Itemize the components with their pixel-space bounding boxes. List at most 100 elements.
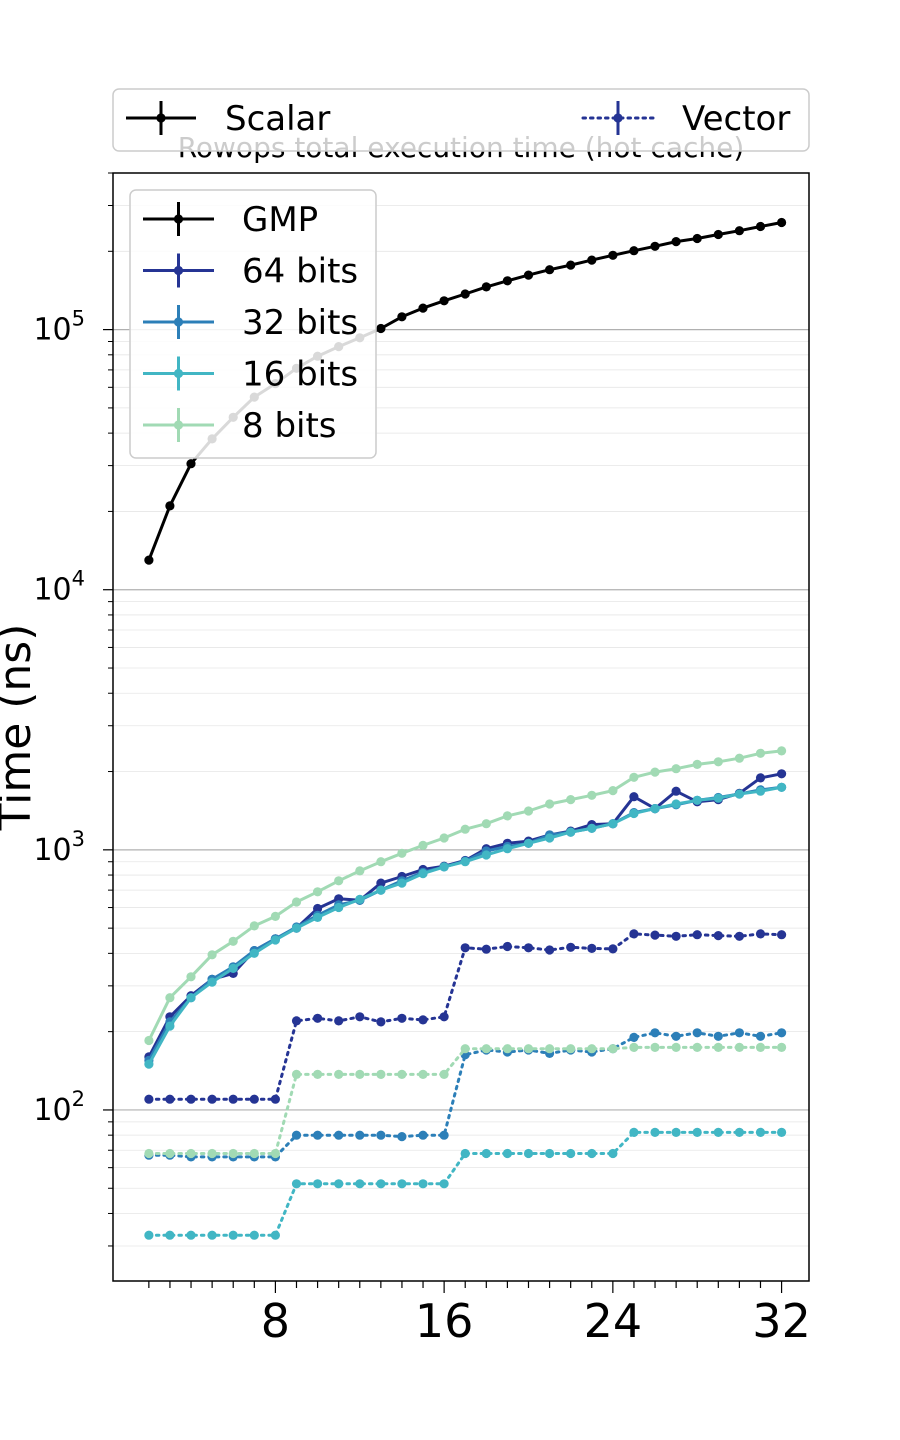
data-point [650, 767, 660, 777]
data-point [650, 804, 660, 814]
data-point [608, 819, 618, 829]
data-point [545, 799, 555, 809]
data-point [313, 1179, 323, 1189]
data-point [418, 1015, 428, 1025]
legend-label: 16 bits [242, 355, 358, 395]
data-point [270, 911, 280, 922]
data-point [481, 282, 491, 292]
data-point [270, 1094, 280, 1104]
data-point [186, 1148, 196, 1159]
style-legend-entry-scalar: Scalar [126, 99, 330, 139]
data-point [671, 764, 681, 774]
series-scalar-64-bits [144, 769, 787, 1062]
data-point [355, 894, 365, 905]
data-point [523, 270, 534, 280]
data-point [439, 1179, 449, 1189]
data-point [502, 276, 512, 286]
data-point [629, 792, 639, 802]
data-point [460, 289, 470, 299]
y-tick-exponent: 4 [72, 567, 85, 591]
data-point [144, 1035, 154, 1046]
data-point [291, 923, 302, 933]
y-axis-label: Time (ns) [0, 624, 41, 832]
data-point [207, 1230, 217, 1240]
series-vector-16-bits [144, 1127, 787, 1240]
data-point [418, 869, 428, 879]
data-point [186, 1094, 196, 1104]
series-scalar-16-bits [144, 782, 787, 1069]
data-point [629, 246, 639, 256]
series-legend-entry: 32 bits [143, 303, 358, 343]
data-point [502, 941, 512, 952]
data-point [228, 1148, 238, 1159]
data-point [755, 1042, 766, 1052]
data-point [481, 1148, 491, 1159]
data-point [777, 782, 787, 792]
data-point [587, 1044, 597, 1054]
data-point [165, 1148, 175, 1159]
y-tick-exponent: 5 [72, 307, 85, 331]
data-point [334, 1179, 344, 1189]
legend-marker [173, 214, 184, 224]
data-point [186, 1230, 196, 1240]
legend-marker [173, 317, 184, 327]
legend-label: Scalar [225, 99, 330, 139]
data-point [755, 773, 766, 783]
data-point [397, 1013, 407, 1023]
data-point [460, 824, 470, 834]
data-point [650, 1042, 660, 1052]
series-vector-64-bits [144, 929, 787, 1104]
data-point [777, 746, 787, 756]
data-point [734, 753, 745, 763]
series-legend-entry: 16 bits [143, 355, 358, 395]
data-point [228, 1094, 238, 1104]
x-tick-label: 24 [584, 1294, 643, 1348]
data-point [755, 221, 766, 232]
data-point [481, 944, 491, 954]
legend-label: 32 bits [242, 303, 358, 343]
data-point [692, 1028, 702, 1038]
data-point [186, 993, 196, 1003]
data-point [608, 786, 618, 796]
legend-marker [613, 113, 623, 123]
data-point [713, 229, 723, 240]
data-point [249, 1094, 259, 1104]
data-point [397, 1132, 407, 1142]
data-point [228, 1230, 238, 1240]
data-point [671, 1042, 681, 1052]
data-point [650, 1028, 660, 1038]
data-point [313, 1069, 323, 1079]
data-point [692, 233, 702, 244]
data-point [313, 887, 323, 897]
data-point [313, 912, 323, 923]
legend-label: 8 bits [242, 406, 337, 446]
data-point [671, 237, 681, 247]
y-tick-label: 104 [33, 567, 85, 608]
data-point [713, 1127, 723, 1137]
data-point [671, 1127, 681, 1137]
data-point [545, 1148, 555, 1159]
series-line [147, 1045, 784, 1155]
data-point [418, 1179, 428, 1189]
data-point [165, 1230, 175, 1240]
legend-marker [173, 420, 184, 430]
data-point [671, 1031, 681, 1041]
data-point [755, 786, 766, 796]
data-point [629, 1032, 639, 1042]
y-tick-label: 105 [33, 307, 85, 348]
series-legend-entry: 64 bits [143, 252, 358, 292]
data-point [566, 260, 576, 270]
data-point [692, 1127, 702, 1137]
data-point [291, 1016, 302, 1026]
data-point [207, 977, 217, 987]
y-tick-label: 102 [33, 1087, 85, 1128]
data-point [502, 811, 512, 821]
data-point [734, 931, 745, 941]
data-point [587, 1148, 597, 1159]
data-point [228, 963, 238, 974]
data-point [587, 943, 597, 954]
style-legend: Scalar Vector [112, 88, 810, 152]
legend-marker [156, 113, 166, 123]
data-point [376, 878, 386, 888]
